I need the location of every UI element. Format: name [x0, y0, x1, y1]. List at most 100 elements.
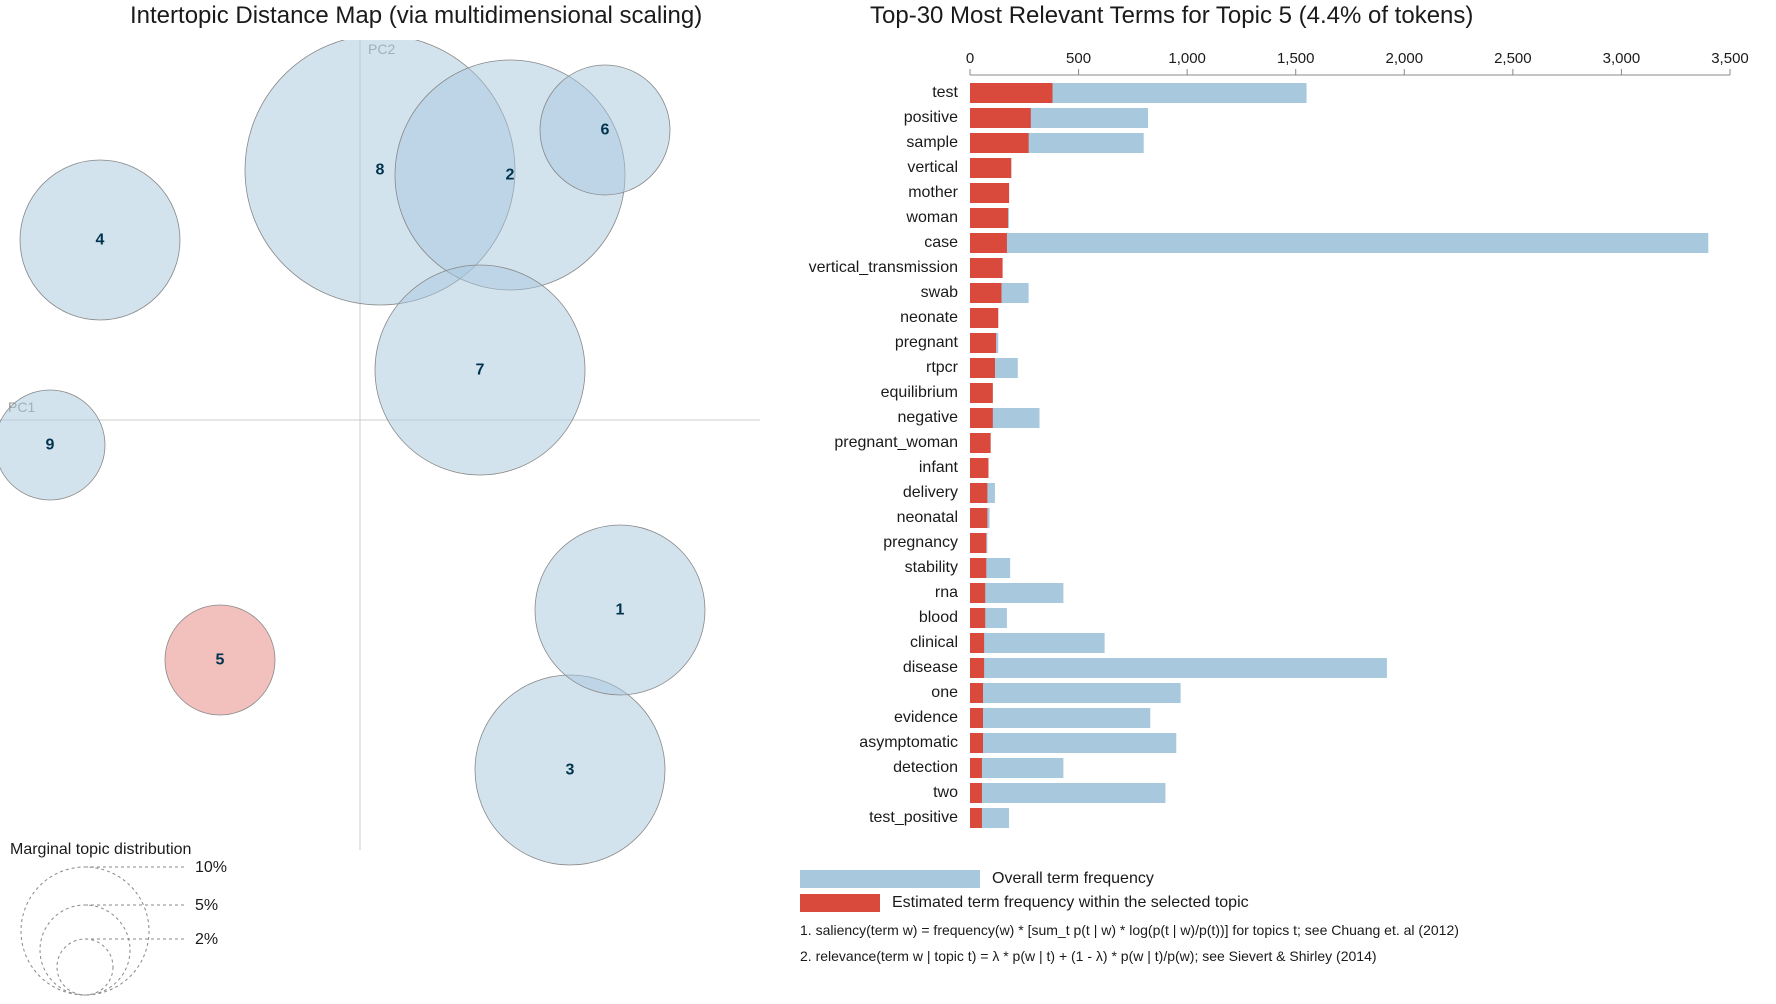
bar-topic: [970, 208, 1008, 228]
footnote-relevance: 2. relevance(term w | topic t) = λ * p(w…: [800, 948, 1760, 964]
term-label: rna: [935, 584, 958, 601]
term-label: neonate: [900, 309, 958, 326]
bar-topic: [970, 358, 995, 378]
x-tick-label-2000: 2,000: [1386, 50, 1424, 67]
bar-topic: [970, 383, 993, 403]
bar-topic: [970, 658, 984, 678]
bar-topic: [970, 533, 986, 553]
term-label: vertical_transmission: [809, 259, 958, 276]
legend-label-overall: Overall term frequency: [992, 870, 1154, 888]
legend-label-topic: Estimated term frequency within the sele…: [892, 894, 1249, 912]
bar-topic: [970, 808, 982, 828]
left-panel-title: Intertopic Distance Map (via multidimens…: [130, 2, 702, 30]
term-label: neonatal: [897, 509, 958, 526]
bar-topic: [970, 508, 987, 528]
term-label: woman: [905, 209, 958, 226]
topic-bubble-label-6: 6: [601, 122, 610, 139]
bar-topic: [970, 83, 1053, 103]
term-label: case: [924, 234, 958, 251]
right-panel-title: Top-30 Most Relevant Terms for Topic 5 (…: [870, 2, 1473, 30]
marginal-topic-legend: Marginal topic distribution 2%5%10%: [10, 840, 270, 1000]
term-label: delivery: [903, 484, 958, 501]
term-bar-chart: 0 500 1,000 1,500 2,000 2,500 3,000 3,500 test po…: [780, 40, 1760, 860]
legend-swatch-topic: [800, 894, 880, 912]
term-label: infant: [919, 459, 959, 476]
bar-topic: [970, 333, 996, 353]
topic-bubble-label-3: 3: [566, 762, 575, 779]
x-tick-label-500: 500: [1066, 50, 1091, 67]
marginal-label-10%: 10%: [195, 859, 227, 876]
x-tick-label-1000: 1,000: [1168, 50, 1206, 67]
marginal-circle-5%: [40, 905, 130, 995]
bar-topic: [970, 733, 983, 753]
bar-overall: [970, 658, 1387, 678]
bar-overall: [970, 733, 1176, 753]
x-tick-label-2500: 2,500: [1494, 50, 1532, 67]
marginal-label-5%: 5%: [195, 897, 218, 914]
term-label: pregnant: [895, 334, 959, 351]
legend-swatch-overall: [800, 870, 980, 888]
term-label: one: [931, 684, 958, 701]
bar-topic: [970, 583, 985, 603]
bar-topic: [970, 233, 1007, 253]
term-label: detection: [893, 759, 958, 776]
bar-overall: [970, 233, 1708, 253]
term-label: mother: [908, 184, 958, 201]
bar-topic: [970, 283, 1001, 303]
term-label: blood: [919, 609, 958, 626]
intertopic-distance-map: PC2PC1123456789: [0, 40, 780, 900]
term-label: equilibrium: [881, 384, 958, 401]
term-label: disease: [903, 659, 958, 676]
bar-overall: [970, 633, 1105, 653]
bar-overall: [970, 683, 1181, 703]
topic-bubble-label-4: 4: [96, 232, 105, 249]
x-tick-label-1500: 1,500: [1277, 50, 1315, 67]
term-label: positive: [904, 109, 958, 126]
x-tick-label-0: 0: [966, 50, 974, 67]
term-label: vertical: [907, 159, 958, 176]
term-label: sample: [906, 134, 958, 151]
term-label: pregnant_woman: [834, 434, 958, 451]
term-label: test_positive: [869, 809, 958, 826]
bar-topic: [970, 708, 983, 728]
topic-bubble-label-7: 7: [476, 362, 485, 379]
topic-bubble-label-2: 2: [506, 167, 515, 184]
bar-overall: [970, 708, 1150, 728]
bar-topic: [970, 258, 1003, 278]
bar-chart-legend: Overall term frequency Estimated term fr…: [800, 870, 1760, 966]
marginal-label-2%: 2%: [195, 931, 218, 948]
term-label: test: [932, 84, 958, 101]
x-tick-label-3500: 3,500: [1711, 50, 1749, 67]
x-tick-label-3000: 3,000: [1603, 50, 1641, 67]
term-label: negative: [898, 409, 959, 426]
bar-overall: [970, 758, 1063, 778]
bar-topic: [970, 408, 993, 428]
bar-topic: [970, 558, 986, 578]
term-label: evidence: [894, 709, 958, 726]
marginal-circle-10%: [21, 867, 149, 995]
bar-topic: [970, 758, 982, 778]
term-label: stability: [905, 559, 958, 576]
bar-topic: [970, 133, 1029, 153]
term-label: swab: [921, 284, 958, 301]
bar-topic: [970, 183, 1009, 203]
bar-topic: [970, 483, 987, 503]
bar-topic: [970, 458, 988, 478]
bar-topic: [970, 633, 984, 653]
bar-topic: [970, 108, 1031, 128]
term-label: asymptomatic: [859, 734, 958, 751]
term-label: rtpcr: [926, 359, 959, 376]
term-label: two: [933, 784, 958, 801]
topic-bubble-label-8: 8: [376, 162, 385, 179]
bar-topic: [970, 683, 983, 703]
term-label: clinical: [910, 634, 958, 651]
bar-topic: [970, 308, 998, 328]
topic-bubble-label-1: 1: [616, 602, 625, 619]
footnote-saliency: 1. saliency(term w) = frequency(w) * [su…: [800, 922, 1760, 938]
marginal-circle-2%: [57, 939, 113, 995]
topic-bubble-label-5: 5: [216, 652, 225, 669]
bar-topic: [970, 433, 991, 453]
topic-bubble-label-9: 9: [46, 437, 55, 454]
bar-overall: [970, 783, 1165, 803]
bar-topic: [970, 158, 1011, 178]
